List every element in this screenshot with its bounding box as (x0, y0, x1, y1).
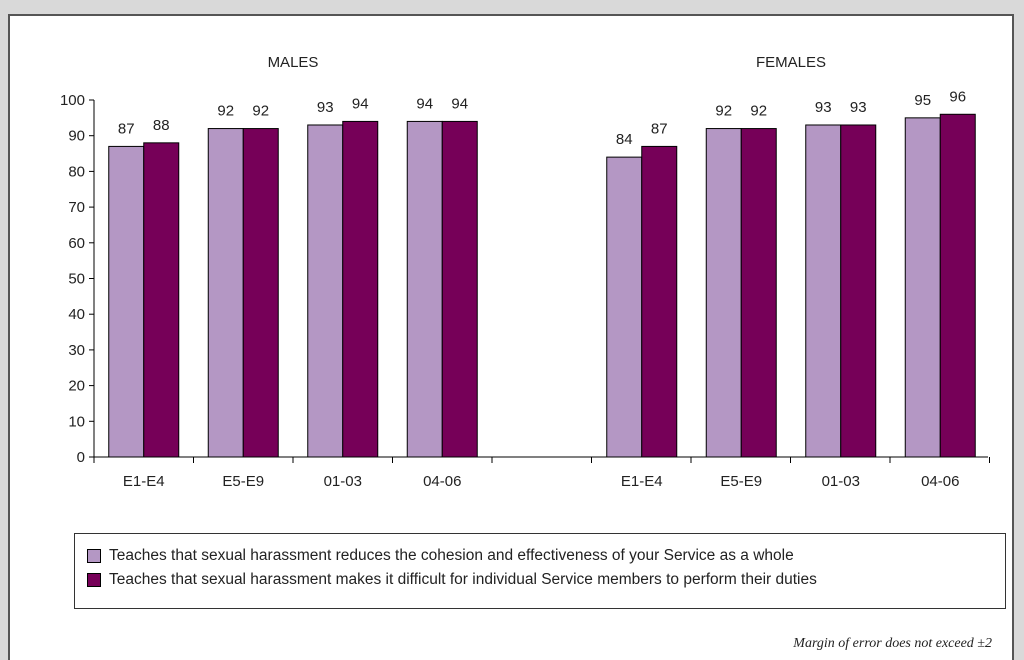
chart-frame: 0 10 20 30 40 50 60 70 80 90 100 MALES 87 88 E1-E4 92 92… (8, 14, 1014, 660)
bar (406, 120, 443, 458)
y-tick-label: 50 (68, 271, 85, 288)
bar (108, 145, 145, 458)
value-label: 84 (616, 131, 633, 148)
value-label: 94 (352, 95, 369, 112)
bar (207, 128, 244, 458)
bar (441, 120, 478, 458)
bar (143, 142, 180, 458)
y-tick-label: 30 (68, 342, 85, 359)
category-label: E1-E4 (621, 473, 663, 490)
legend-label-1: Teaches that sexual harassment reduces t… (109, 547, 794, 564)
bar (307, 124, 344, 458)
legend-swatch-1 (87, 549, 101, 563)
y-tick-label: 0 (77, 449, 85, 466)
value-label: 93 (317, 99, 334, 116)
y-tick-label: 100 (60, 92, 85, 109)
value-label: 92 (252, 103, 269, 120)
legend-item-2: Teaches that sexual harassment makes it … (87, 568, 995, 592)
y-tick-label: 10 (68, 413, 85, 430)
chart-svg: 0 10 20 30 40 50 60 70 80 90 100 MALES 87 88 E1-E4 92 92… (60, 54, 990, 490)
value-label: 93 (815, 99, 832, 116)
y-tick-label: 80 (68, 163, 85, 180)
category-label: 01-03 (822, 473, 860, 490)
category-label: 04-06 (423, 473, 461, 490)
margin-of-error-note: Margin of error does not exceed ±2 (793, 636, 992, 651)
value-label: 94 (451, 95, 468, 112)
y-tick-label: 90 (68, 128, 85, 145)
y-tick-label: 20 (68, 378, 85, 395)
bar (342, 120, 379, 458)
bar (705, 128, 742, 458)
y-tick-label: 40 (68, 306, 85, 323)
bar (641, 145, 678, 458)
y-tick-label: 70 (68, 199, 85, 216)
group-title-males: MALES (268, 54, 319, 71)
category-label: 04-06 (921, 473, 959, 490)
value-label: 87 (118, 120, 135, 137)
bar (904, 117, 941, 458)
bar (939, 113, 976, 458)
value-label: 96 (949, 88, 966, 105)
legend: Teaches that sexual harassment reduces t… (74, 533, 1006, 609)
value-label: 92 (217, 103, 234, 120)
bar (840, 124, 877, 458)
legend-swatch-2 (87, 573, 101, 587)
bar (805, 124, 842, 458)
bar (242, 128, 279, 458)
legend-item-1: Teaches that sexual harassment reduces t… (87, 544, 995, 568)
category-label: E5-E9 (222, 473, 264, 490)
value-label: 92 (750, 103, 767, 120)
category-label: E5-E9 (720, 473, 762, 490)
category-label: 01-03 (324, 473, 362, 490)
y-tick-label: 60 (68, 235, 85, 252)
value-label: 87 (651, 120, 668, 137)
value-label: 94 (416, 95, 433, 112)
bar (606, 156, 643, 458)
value-label: 88 (153, 117, 170, 134)
value-label: 93 (850, 99, 867, 116)
group-title-females: FEMALES (756, 54, 826, 71)
value-label: 92 (715, 103, 732, 120)
legend-label-2: Teaches that sexual harassment makes it … (109, 571, 817, 588)
category-label: E1-E4 (123, 473, 165, 490)
value-label: 95 (914, 92, 931, 109)
bar (740, 128, 777, 458)
